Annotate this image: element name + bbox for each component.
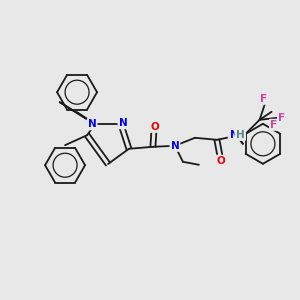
Text: O: O <box>151 122 159 132</box>
Text: F: F <box>278 113 285 123</box>
Text: H: H <box>236 130 244 140</box>
Text: F: F <box>260 94 267 104</box>
Text: F: F <box>270 120 277 130</box>
Text: NH: NH <box>229 130 245 140</box>
Text: O: O <box>217 156 225 166</box>
Text: N: N <box>88 119 96 129</box>
Text: N: N <box>170 141 179 151</box>
Text: N: N <box>118 118 127 128</box>
Text: N: N <box>230 130 238 140</box>
